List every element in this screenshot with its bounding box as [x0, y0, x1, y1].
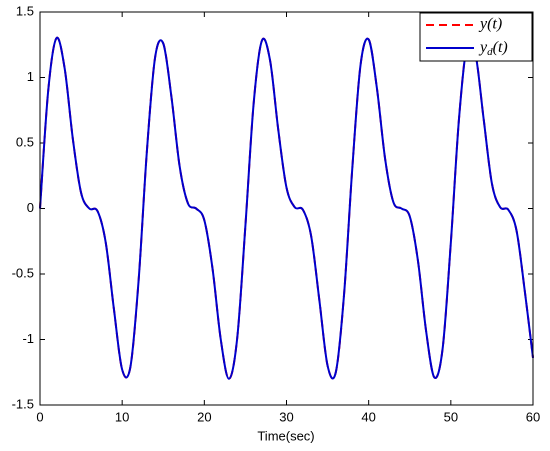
x-tick-label: 50: [444, 409, 458, 424]
x-tick-label: 0: [36, 409, 43, 424]
axes-box: [39, 11, 534, 406]
series-line: [39, 36, 534, 380]
legend-label: yd(t): [478, 39, 508, 58]
series-line: [39, 36, 534, 380]
legend-label: y(t): [478, 16, 502, 33]
y-tick-label: -0.5: [12, 265, 34, 280]
x-tick-label: 40: [361, 409, 375, 424]
y-tick-label: 0.5: [16, 134, 34, 149]
legend: y(t) yd(t): [419, 12, 533, 62]
y-tick-label: -1: [22, 331, 34, 346]
y-tick-label: 0: [27, 200, 34, 215]
x-tick-label: 30: [279, 409, 293, 424]
x-tick-label: 20: [197, 409, 211, 424]
y-tick-label: 1.5: [16, 3, 34, 18]
x-axis-label: Time(sec): [257, 428, 314, 443]
x-tick-label: 10: [115, 409, 129, 424]
y-tick-label: 1: [27, 69, 34, 84]
y-tick-label: -1.5: [12, 396, 34, 411]
legend-box: [419, 12, 533, 62]
x-tick-label: 60: [526, 409, 540, 424]
